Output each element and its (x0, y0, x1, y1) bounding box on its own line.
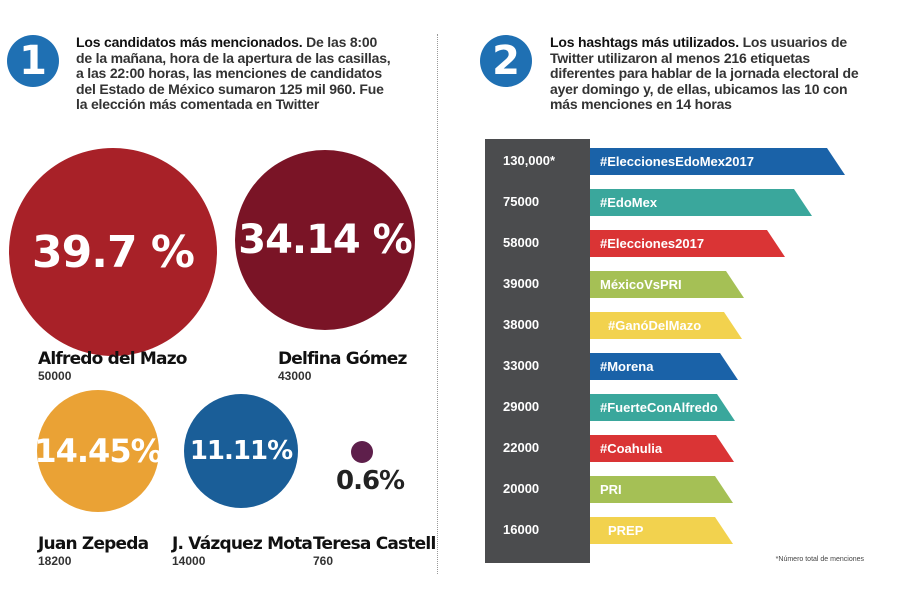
section2-body: Los usuarios de Twitter utilizaron al me… (550, 34, 859, 112)
value-column (485, 139, 590, 563)
hashtag-label-5: #GanóDelMazo (608, 318, 702, 333)
candidate-2-mentions: 43000 (278, 369, 312, 383)
hashtag-bar-1: #EleccionesEdoMex2017 (590, 148, 845, 175)
hashtag-label-8: #Coahulia (600, 441, 663, 456)
hashtag-bar-5: #GanóDelMazo (590, 312, 742, 339)
candidate-5-name: Teresa Castell (313, 534, 436, 554)
candidate-4-mentions: 14000 (172, 554, 206, 568)
candidate-3-name: Juan Zepeda (38, 534, 149, 554)
section-number-1: 1 (7, 35, 59, 87)
candidate-3-bubble: 14.45% (34, 390, 163, 512)
hashtag-label-6: #Morena (600, 359, 654, 374)
hashtag-label-10: PREP (608, 523, 644, 538)
section2-title: Los hashtags más utilizados. (550, 34, 739, 50)
column-divider (437, 34, 438, 574)
candidate-1-percent-label: 39.7 % (32, 226, 195, 278)
hashtag-label-1: #EleccionesEdoMex2017 (600, 154, 754, 169)
hashtag-label-2: #EdoMex (600, 195, 658, 210)
section-number-2: 2 (480, 35, 532, 87)
candidate-1-bubble: 39.7 % (9, 148, 217, 356)
hashtag-bar-6: #Morena (590, 353, 738, 380)
hashtag-value-10: 16000 (503, 522, 540, 537)
section2-intro: Los hashtags más utilizados. Los usuario… (550, 34, 865, 113)
candidate-3-percent-label: 14.45% (34, 432, 162, 470)
candidate-3-mentions: 18200 (38, 554, 72, 568)
hashtag-label-4: MéxicoVsPRI (600, 277, 682, 292)
hashtag-value-7: 29000 (503, 399, 540, 414)
hashtag-bar-3: #Elecciones2017 (590, 230, 785, 257)
candidate-5-percent-label: 0.6% (336, 466, 405, 496)
candidate-4-percent-label: 11.11% (189, 436, 293, 466)
hashtag-value-9: 20000 (503, 481, 540, 496)
hashtag-bar-8: #Coahulia (590, 435, 734, 462)
candidate-5-mentions: 760 (313, 554, 334, 568)
hashtag-bar-10: PREP (590, 517, 733, 544)
candidate-1-mentions: 50000 (38, 369, 72, 383)
hashtag-value-4: 39000 (503, 276, 540, 291)
section1-body: De las 8:00 de la mañana, hora de la ape… (76, 34, 391, 112)
hashtag-value-6: 33000 (503, 358, 540, 373)
hashtag-value-5: 38000 (503, 317, 540, 332)
hashtag-label-7: #FuerteConAlfredo (600, 400, 718, 415)
candidate-4-name: J. Vázquez Mota (172, 534, 313, 554)
candidate-1-name: Alfredo del Mazo (38, 349, 187, 369)
section1-intro: Los candidatos más mencionados. De las 8… (76, 34, 396, 113)
hashtag-value-1: 130,000* (503, 153, 556, 168)
hashtag-value-2: 75000 (503, 194, 540, 209)
hashtag-label-9: PRI (600, 482, 622, 497)
section1-title: Los candidatos más mencionados. (76, 34, 303, 50)
hashtag-bar-2: #EdoMex (590, 189, 812, 216)
hashtag-bar-4: MéxicoVsPRI (590, 271, 744, 298)
hashtag-label-3: #Elecciones2017 (600, 236, 705, 251)
hashtag-value-3: 58000 (503, 235, 540, 250)
hashtag-value-8: 22000 (503, 440, 540, 455)
hashtag-bar-9: PRI (590, 476, 733, 503)
candidate-4-bubble: 11.11% (184, 394, 298, 508)
candidate-5-bubble (351, 441, 373, 463)
candidate-2-percent-label: 34.14 % (238, 217, 413, 263)
candidate-2-name: Delfina Gómez (278, 349, 407, 369)
footnote: *Número total de menciones (775, 556, 864, 563)
candidate-2-bubble: 34.14 % (235, 150, 415, 330)
hashtag-bar-7: #FuerteConAlfredo (590, 394, 735, 421)
